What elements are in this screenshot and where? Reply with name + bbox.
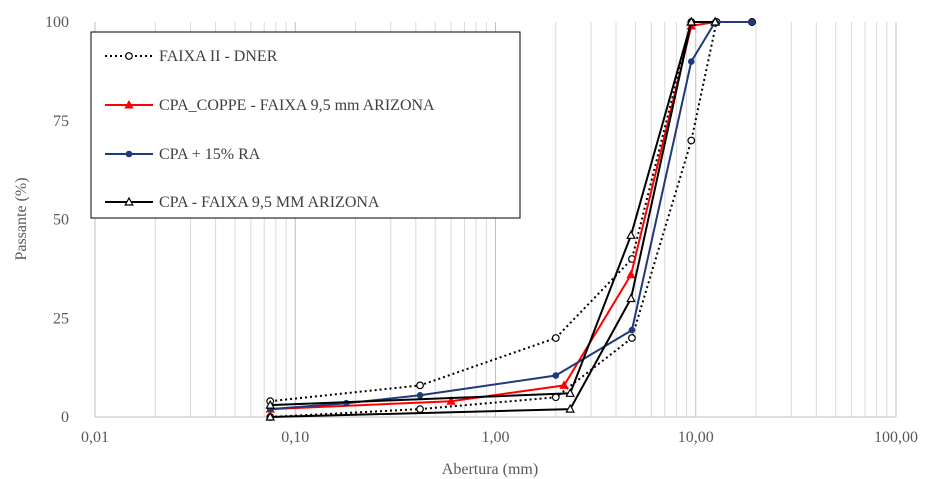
legend-item: FAIXA II - DNER — [105, 48, 278, 65]
data-point — [626, 269, 636, 279]
data-point — [710, 16, 720, 26]
data-point — [124, 99, 134, 109]
data-point — [125, 52, 133, 60]
data-point — [125, 150, 133, 158]
x-tick-label: 0,01 — [81, 429, 109, 446]
data-point — [265, 411, 276, 421]
data-point — [124, 196, 134, 206]
data-point — [552, 372, 560, 379]
legend-item: CPA + 15% RA — [105, 146, 261, 163]
data-point — [551, 334, 560, 342]
x-tick-label: 0,10 — [281, 429, 309, 446]
y-tick-label: 75 — [53, 113, 69, 130]
data-point — [686, 16, 697, 26]
y-axis-title: Passante (%) — [13, 177, 30, 260]
series — [265, 16, 720, 421]
data-point — [559, 380, 569, 389]
data-point — [628, 326, 636, 334]
legend-item: CPA - FAIXA 9,5 MM ARIZONA — [105, 194, 380, 211]
legend-box — [90, 31, 521, 219]
legend-item: CPA_COPPE - FAIXA 9,5 mm ARIZONA — [105, 97, 435, 114]
y-tick-label: 50 — [53, 212, 69, 229]
data-point — [626, 230, 636, 239]
data-point — [416, 381, 424, 390]
legend-label: FAIXA II - DNER — [159, 48, 278, 65]
legend-label: CPA_COPPE - FAIXA 9,5 mm ARIZONA — [159, 97, 435, 114]
legend: FAIXA II - DNER CPA_COPPE - FAIXA 9,5 mm … — [90, 31, 521, 219]
data-point — [416, 391, 424, 399]
y-tick-label: 100 — [45, 14, 69, 31]
data-point — [565, 403, 575, 413]
data-point — [265, 399, 276, 409]
data-point — [565, 388, 575, 397]
data-point — [626, 293, 636, 303]
data-point — [687, 136, 696, 145]
y-tick-label: 0 — [61, 409, 69, 426]
data-point — [748, 18, 756, 26]
data-point — [416, 405, 424, 414]
x-tick-label: 100,00 — [874, 429, 918, 446]
legend-label: CPA + 15% RA — [159, 146, 261, 163]
x-tick-label: 10,00 — [678, 429, 714, 446]
series-lines — [265, 16, 756, 421]
data-point — [687, 58, 695, 65]
x-axis-title: Abertura (mm) — [442, 461, 538, 478]
x-tick-label: 1,00 — [482, 429, 510, 446]
legend-label: CPA - FAIXA 9,5 MM ARIZONA — [159, 194, 380, 211]
y-tick-label: 25 — [53, 310, 69, 327]
data-point — [446, 396, 456, 405]
data-point — [628, 334, 636, 342]
